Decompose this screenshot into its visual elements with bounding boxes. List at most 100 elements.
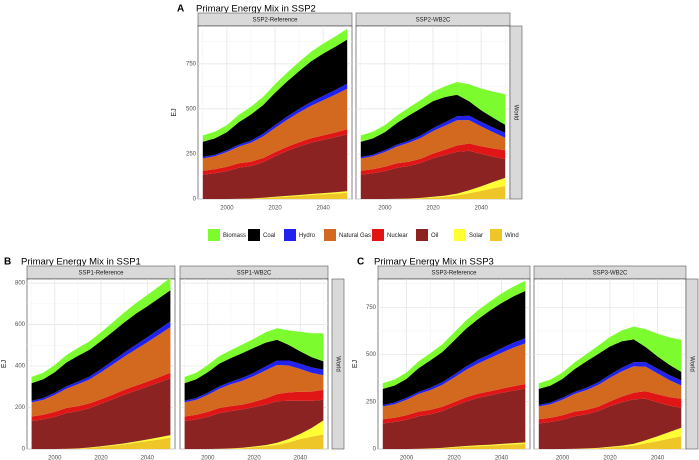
x-tick-label: 2020	[247, 456, 261, 460]
area-wind	[538, 436, 682, 449]
area-hydro	[184, 360, 324, 403]
area-oil	[184, 399, 324, 449]
x-tick-label: 2000	[400, 456, 414, 460]
x-tick-label: 2040	[141, 456, 155, 460]
area-oil	[31, 378, 171, 449]
area-nuclear	[360, 143, 506, 175]
y-tick-label: 800	[15, 281, 26, 287]
y-tick-label: 400	[15, 364, 26, 370]
area-coal	[538, 339, 682, 405]
area-biomass	[202, 28, 348, 142]
area-oil	[202, 134, 348, 199]
legend-swatch	[208, 229, 220, 241]
legend: Biomass Coal Hydro Natural Gas Nuclear Oil Sol…	[208, 229, 519, 241]
x-tick-label: 2020	[603, 456, 617, 460]
legend-label: Natural Gas	[339, 233, 371, 239]
panel-letter: B	[4, 257, 11, 268]
area-coal	[31, 290, 171, 401]
x-tick-label: 2040	[495, 456, 509, 460]
area-hydro	[202, 83, 348, 159]
area-hydro	[538, 362, 682, 407]
area-nuclear	[538, 391, 682, 424]
area-nuclear	[202, 129, 348, 175]
area-nuclear	[31, 372, 171, 421]
y-tick-label: 0	[193, 197, 197, 203]
chart-title: Primary Energy Mix in SSP2	[196, 4, 316, 15]
x-tick-label: 2020	[426, 206, 440, 212]
x-tick-label: 2040	[294, 456, 308, 460]
area-nuclear	[382, 384, 526, 424]
row-strip-label: World	[512, 105, 518, 121]
area-biomass	[538, 326, 682, 389]
facet-title: SSP2-Reference	[252, 18, 298, 24]
area-natural-gas	[184, 365, 324, 417]
area-biomass	[31, 277, 171, 384]
area-solar	[184, 420, 324, 449]
panel-letter: A	[177, 4, 184, 15]
area-wind	[31, 437, 171, 449]
legend-label: Nuclear	[387, 233, 408, 239]
facet-title: SSP3-WB2C	[593, 271, 628, 277]
row-strip	[331, 278, 345, 450]
area-biomass	[382, 280, 526, 389]
y-tick-label: 250	[186, 152, 197, 158]
area-natural-gas	[538, 366, 682, 420]
y-tick-label: 500	[366, 352, 377, 358]
facet-title: SSP3-Reference	[431, 271, 477, 277]
panel-b-ssp1: B Primary Energy Mix in SSP1 EJ 0 200 400 600 8…	[1, 257, 345, 460]
legend-label: Wind	[505, 233, 519, 239]
panel-a-ssp2: A Primary Energy Mix in SSP2 EJ 0 250 500 750 S…	[171, 4, 523, 212]
x-tick-label: 2000	[201, 456, 215, 460]
y-axis-label: EJ	[352, 360, 359, 368]
facet-title: SSP1-Reference	[78, 271, 124, 277]
legend-swatch	[284, 229, 296, 241]
y-tick-label: 500	[186, 106, 197, 112]
row-strip	[685, 278, 699, 450]
area-wind	[184, 434, 324, 449]
x-tick-label: 2040	[651, 456, 665, 460]
panel-letter: C	[357, 257, 364, 268]
legend-swatch	[324, 229, 336, 241]
area-nuclear	[184, 389, 324, 421]
legend-label: Biomass	[223, 233, 246, 239]
legend-swatch	[490, 229, 502, 241]
x-tick-label: 2020	[94, 456, 108, 460]
area-oil	[360, 150, 506, 199]
area-wind	[202, 192, 348, 199]
facet-title: SSP2-WB2C	[416, 18, 451, 24]
legend-label: Oil	[431, 233, 438, 239]
area-solar	[360, 177, 506, 199]
area-biomass	[360, 82, 506, 142]
facet-title: SSP1-WB2C	[237, 271, 272, 277]
legend-label: Coal	[263, 233, 275, 239]
area-coal	[382, 290, 526, 405]
legend-swatch	[372, 229, 384, 241]
x-tick-label: 2000	[378, 206, 392, 212]
area-wind	[382, 443, 526, 449]
x-tick-label: 2020	[447, 456, 461, 460]
chart-title: Primary Energy Mix in SSP1	[21, 257, 141, 268]
area-coal	[202, 39, 348, 157]
area-hydro	[382, 338, 526, 407]
legend-label: Hydro	[299, 233, 316, 239]
legend-swatch	[416, 229, 428, 241]
row-strip-label: World	[688, 356, 694, 372]
y-axis-label: EJ	[171, 108, 178, 116]
y-tick-label: 750	[186, 61, 197, 67]
panel-c-ssp3: C Primary Energy Mix in SSP3 EJ 0 250 500 750 S…	[352, 257, 699, 460]
row-strip-label: World	[334, 356, 340, 372]
y-tick-label: 0	[22, 447, 26, 453]
area-natural-gas	[360, 120, 506, 171]
x-tick-label: 2040	[316, 206, 330, 212]
y-tick-label: 250	[366, 399, 377, 405]
y-tick-label: 200	[15, 405, 26, 411]
area-natural-gas	[31, 327, 171, 417]
legend-swatch	[248, 229, 260, 241]
area-hydro	[360, 115, 506, 159]
area-coal	[184, 339, 324, 401]
area-natural-gas	[382, 343, 526, 420]
area-wind	[360, 186, 506, 199]
area-oil	[538, 398, 682, 449]
area-natural-gas	[202, 88, 348, 171]
legend-swatch	[454, 229, 466, 241]
